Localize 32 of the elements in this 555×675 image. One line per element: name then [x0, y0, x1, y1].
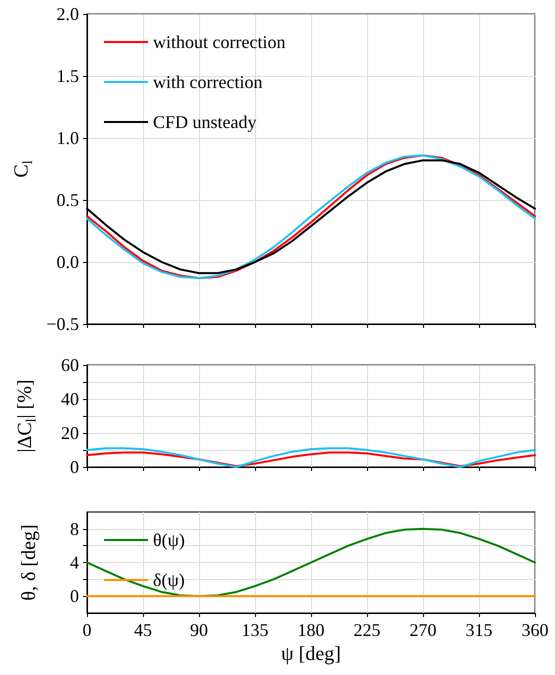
y-tick-label: 0 [70, 457, 79, 477]
y-tick-label: 1.5 [56, 66, 79, 86]
y-tick-label: 1.0 [56, 128, 79, 148]
x-tick-label: 225 [354, 620, 380, 640]
x-tick-label: 0 [82, 620, 92, 640]
x-tick-label: 180 [298, 620, 324, 640]
x-tick-label: 135 [242, 620, 268, 640]
y-tick-label: 0.0 [56, 252, 79, 272]
x-tick-label: 270 [410, 620, 436, 640]
y-tick-label: 60 [61, 355, 79, 375]
y-tick-label: 20 [61, 423, 79, 443]
y-tick-label: 8 [70, 518, 79, 539]
x-tick-label: 360 [522, 620, 548, 640]
y-tick-label: 40 [61, 389, 79, 409]
legend-label: δ(ψ) [153, 570, 185, 590]
x-tick-label: 45 [134, 620, 152, 640]
y-axis-title: θ, δ [deg] [18, 524, 40, 601]
y-axis-title: Cl [10, 160, 36, 178]
y-axis-title: |ΔCl| [%] [14, 379, 40, 453]
x-tick-label: 315 [466, 620, 492, 640]
y-tick-label: 0.5 [56, 190, 79, 210]
legend-label: without correction [153, 32, 286, 52]
legend-label: θ(ψ) [153, 530, 185, 550]
y-tick-label: −0.5 [46, 314, 79, 334]
x-tick-label: 90 [190, 620, 208, 640]
y-tick-label: 4 [70, 552, 79, 572]
y-tick-label: 2.0 [56, 4, 79, 24]
y-tick-label: 0 [70, 586, 79, 606]
line-series [86, 528, 536, 598]
legend-label: with correction [153, 72, 262, 92]
x-axis-title: ψ [deg] [281, 642, 341, 665]
legend-label: CFD unsteady [153, 112, 256, 132]
